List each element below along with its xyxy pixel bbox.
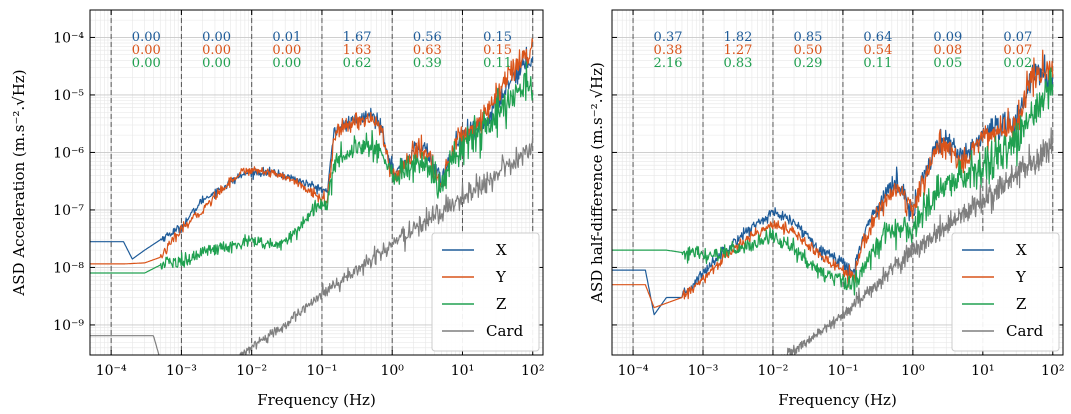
x-tick-label: 10⁻⁴ (96, 363, 127, 379)
x-tick-label: 10⁻³ (688, 363, 719, 379)
band-value-y: 1.27 (724, 43, 753, 58)
band-value-z: 0.11 (863, 56, 892, 71)
y-tick-label: 10⁻⁶ (53, 145, 84, 161)
x-tick-label: 10⁻² (236, 363, 267, 379)
band-value-y: 0.38 (654, 43, 683, 58)
band-value-y: 0.08 (933, 43, 962, 58)
legend-label-z: Z (496, 295, 506, 313)
y-tick-label: 10⁻⁹ (53, 318, 84, 334)
y-tick-label: 10⁻⁵ (53, 88, 84, 104)
legend-label-x: X (496, 241, 507, 259)
series-line-y (90, 38, 534, 265)
plot-frame (89, 9, 544, 356)
y-tick-label: 10⁻⁴ (53, 30, 84, 46)
ticks: 10⁻⁴ 10⁻³ 10⁻² 10⁻¹ 10⁰ 10¹ 10² (612, 10, 1064, 379)
band-value-y: 0.50 (793, 43, 822, 58)
band-value-z: 0.02 (1003, 56, 1032, 71)
band-value-x: 0.56 (413, 30, 442, 45)
x-tick-label: 10⁰ (380, 363, 404, 379)
band-value-x: 0.15 (483, 30, 512, 45)
x-tick-label: 10⁻² (758, 363, 789, 379)
band-value-z: 2.16 (654, 56, 683, 71)
band-value-x: 0.00 (202, 30, 231, 45)
band-value-z: 0.00 (132, 56, 161, 71)
legend-label-x: X (1016, 241, 1027, 259)
left-panel-acceleration: 0.00 0.00 0.01 1.67 0.56 0.150.00 0.00 0.00 1.63… (10, 9, 544, 409)
band-value-x: 0.64 (863, 30, 892, 45)
legend: XYZ Card (431, 232, 540, 352)
band-value-z: 0.11 (483, 56, 512, 71)
right-panel-half-difference: 0.37 1.82 0.85 0.64 0.09 0.07 0.38 1.27 0.50 0.54… (588, 9, 1064, 409)
band-value-z: 0.83 (724, 56, 753, 71)
legend-label-y: Y (1015, 268, 1027, 286)
band-value-z: 0.00 (272, 56, 301, 71)
series-lines (612, 49, 1054, 355)
band-value-z: 0.29 (793, 56, 822, 71)
band-value-y: 0.63 (413, 43, 442, 58)
x-tick-label: 10⁻⁴ (618, 363, 649, 379)
ticks: 10⁻⁴ 10⁻³ 10⁻² 10⁻¹ 10⁰ 10¹ 10² 10⁻⁹ 10⁻⁸ 10⁻⁷ 10⁻… (53, 10, 544, 379)
series-line-card (781, 127, 1054, 355)
x-tick-label: 10² (521, 363, 544, 379)
series-lines (90, 38, 534, 355)
x-tick-label: 10⁰ (901, 363, 925, 379)
y-tick-label: 10⁻⁸ (53, 260, 84, 276)
band-value-x: 0.07 (1003, 30, 1032, 45)
band-value-y: 0.54 (863, 43, 892, 58)
y-tick-label: 10⁻⁷ (53, 203, 84, 219)
legend-label-z: Z (1016, 295, 1026, 313)
x-axis-label: Frequency (Hz) (778, 391, 897, 409)
band-value-x: 1.82 (724, 30, 753, 45)
band-value-y: 0.00 (132, 43, 161, 58)
x-axis-label: Frequency (Hz) (257, 391, 376, 409)
series-line-z (90, 61, 534, 274)
plot-frame (611, 9, 1064, 356)
band-value-y: 0.00 (272, 43, 301, 58)
series-line-x (612, 54, 1054, 316)
legend-box (951, 232, 1060, 352)
band-value-x: 0.09 (933, 30, 962, 45)
band-value-y: 0.00 (202, 43, 231, 58)
band-value-x: 1.67 (343, 30, 372, 45)
x-tick-label: 10⁻³ (166, 363, 197, 379)
x-tick-label: 10² (1041, 363, 1064, 379)
y-axis-label: ASD Acceleration (m.s⁻².√Hz) (10, 69, 28, 296)
band-value-y: 1.63 (343, 43, 372, 58)
x-tick-label: 10¹ (451, 363, 474, 379)
series-line-x (90, 46, 534, 260)
band-value-z: 0.05 (933, 56, 962, 71)
band-value-z: 0.39 (413, 56, 442, 71)
y-axis-label: ASD half-difference (m.s⁻².√Hz) (588, 62, 606, 304)
x-tick-label: 10⁻¹ (307, 363, 338, 379)
legend-label-card: Card (486, 322, 524, 340)
band-value-z: 0.62 (343, 56, 372, 71)
legend-label-card: Card (1006, 322, 1044, 340)
band-value-z: 0.00 (202, 56, 231, 71)
band-value-x: 0.85 (793, 30, 822, 45)
series-line-y (612, 49, 1054, 309)
series-line-z (612, 67, 1054, 296)
band-value-x: 0.37 (654, 30, 683, 45)
x-tick-label: 10¹ (971, 363, 994, 379)
legend-box (431, 232, 540, 352)
band-value-x: 0.00 (132, 30, 161, 45)
band-value-y: 0.15 (483, 43, 512, 58)
legend: XYZ Card (951, 232, 1060, 352)
series-line-card (90, 135, 534, 355)
band-value-x: 0.01 (272, 30, 301, 45)
legend-label-y: Y (495, 268, 507, 286)
band-value-y: 0.07 (1003, 43, 1032, 58)
x-tick-label: 10⁻¹ (828, 363, 859, 379)
